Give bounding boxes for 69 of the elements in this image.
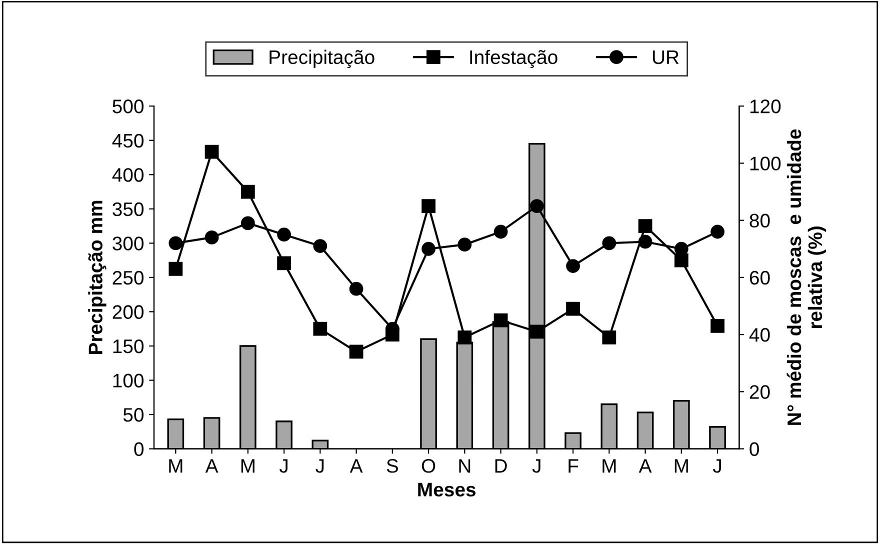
y2-tick-label: 40 [749,328,770,342]
point [277,256,291,270]
y2-tick-label: 80 [750,214,770,228]
y2-tick-label: 0 [750,442,759,456]
legend-label: Infestação [470,50,558,68]
point [566,259,580,273]
x-tick-label: M [674,459,688,473]
point [494,224,508,239]
point [458,330,472,344]
x-axis-title: Meses [418,482,476,496]
x-tick-label: A [638,459,652,473]
point [313,322,328,336]
point [313,239,328,253]
y-tick-label: 250 [112,270,144,285]
x-tick-label: A [350,459,363,473]
point [204,144,219,159]
point [602,330,616,344]
y-tick-label: 150 [113,339,144,354]
point [168,236,183,250]
y-tick-label: 350 [112,202,144,216]
x-tick-label: S [386,459,398,473]
x-tick-label: A [205,459,218,473]
point [566,302,580,316]
x-tick-label: O [422,459,436,473]
y2-tick-label: 100 [750,156,781,170]
y2-tick-label: 20 [750,385,770,399]
point [530,199,544,213]
y-tick-label: 500 [112,100,144,114]
x-tick-label: N [459,459,470,473]
point [349,282,364,296]
point [240,216,255,230]
x-tick-label: J [532,459,540,473]
y-tick-label: 300 [112,236,144,250]
x-tick-label: J [712,459,721,473]
y-tick-label: 100 [113,374,144,388]
legend-label: UR [652,50,679,64]
x-tick-label: F [568,459,578,473]
x-tick-label: M [602,459,616,473]
y-axis-title: Precipitação mm [88,200,106,354]
x-tick-label: D [495,459,507,473]
point [710,224,724,239]
point [458,238,472,252]
y-tick-label: 400 [112,168,144,182]
x-tick-label: J [279,459,288,473]
point [710,319,724,333]
y-tick-label: 50 [123,408,144,422]
point [638,234,652,249]
point [204,230,219,244]
point [638,219,652,233]
point [422,199,436,213]
y2-tick-label: 120 [750,100,781,114]
y-tick-label: 0 [134,442,144,456]
x-tick-label: M [241,459,254,473]
point [422,242,436,256]
y-tick-label: 450 [112,134,144,148]
point [168,262,183,276]
point [530,324,544,339]
y-tick-label: 200 [112,305,144,319]
x-tick-label: J [316,459,324,473]
point [240,184,255,199]
y2-tick-label: 60 [750,270,770,285]
x-tick-label: M [169,459,182,473]
point [494,313,508,328]
point [602,236,616,250]
point [674,253,688,268]
point [349,344,364,359]
y2-axis-title: N° médio de moscas e umidade relativa (%) [786,129,826,425]
legend-label: Precipitação [270,50,374,68]
point [277,228,291,242]
